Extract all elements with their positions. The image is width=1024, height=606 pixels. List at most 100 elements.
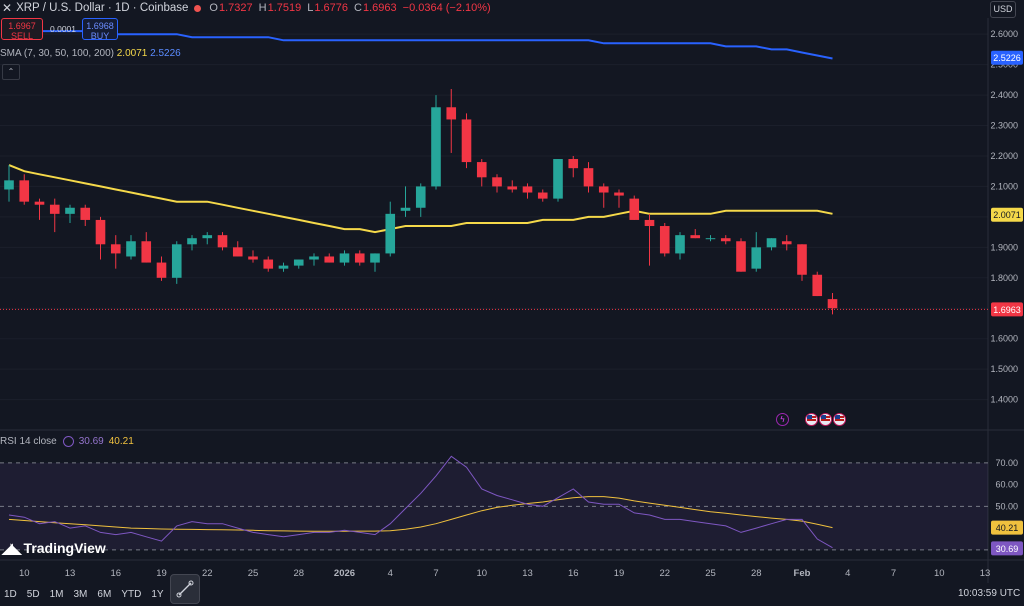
candle-body bbox=[202, 235, 213, 239]
symbol-title[interactable]: XRP / U.S. Dollar · 1D · Coinbase bbox=[16, 2, 189, 14]
price-tick-label: 1.6000 bbox=[990, 334, 1018, 344]
candle-body bbox=[476, 162, 487, 178]
spread-value: 0.0001 bbox=[50, 24, 76, 34]
ohlc-close-label: C bbox=[354, 2, 362, 14]
candle bbox=[4, 165, 14, 202]
candle-body bbox=[568, 159, 579, 169]
sma-long-price-label: 2.5226 bbox=[993, 53, 1021, 63]
rsi-tick-label: 50.00 bbox=[995, 501, 1018, 511]
lightning-event-icon[interactable]: ϟ bbox=[776, 413, 789, 426]
time-tick-label: 10 bbox=[19, 568, 30, 579]
timeframe-3m[interactable]: 3M bbox=[73, 588, 88, 600]
candle bbox=[65, 204, 75, 223]
sell-button[interactable]: 1.6967 SELL bbox=[1, 18, 43, 41]
candle-body bbox=[431, 107, 441, 187]
time-tick-label: 2026 bbox=[334, 568, 355, 579]
candle-body bbox=[354, 253, 365, 263]
us-flag-event-icon[interactable] bbox=[819, 413, 832, 426]
candle-body bbox=[80, 207, 91, 220]
close-icon[interactable]: ✕ bbox=[2, 1, 13, 15]
sma-long-price-label-bg bbox=[991, 50, 1023, 65]
candle bbox=[446, 88, 457, 153]
tradingview-logo-text: TradingView bbox=[23, 540, 106, 556]
candle bbox=[34, 198, 45, 220]
time-tick-label: 28 bbox=[293, 568, 304, 579]
sma-short-price-label-bg bbox=[991, 207, 1023, 222]
candle bbox=[568, 155, 579, 178]
rsi-legend[interactable]: RSI 14 close 30.69 40.21 bbox=[0, 436, 134, 447]
candle bbox=[431, 95, 441, 190]
timeframe-5d[interactable]: 5D bbox=[26, 588, 40, 600]
utc-clock[interactable]: 10:03:59 UTC bbox=[958, 588, 1021, 599]
price-tick-label: 1.8000 bbox=[990, 273, 1018, 283]
candle-body bbox=[537, 192, 548, 199]
currency-button[interactable]: USD bbox=[990, 1, 1016, 18]
candle bbox=[675, 232, 685, 260]
candle-body bbox=[766, 238, 777, 248]
candle bbox=[598, 183, 609, 208]
price-tick-label: 2.4000 bbox=[990, 90, 1018, 100]
drawing-tool-icon[interactable] bbox=[170, 574, 200, 604]
candle-body bbox=[415, 186, 426, 208]
collapse-chevron-icon[interactable]: ⌃ bbox=[2, 64, 20, 80]
candle bbox=[156, 256, 167, 281]
price-change: −0.0364 (−2.10%) bbox=[402, 2, 491, 14]
time-tick-label: 16 bbox=[110, 568, 121, 579]
rsi-settings-icon[interactable] bbox=[62, 436, 74, 447]
candle bbox=[537, 189, 548, 202]
candle-body bbox=[171, 244, 182, 278]
market-status-dot bbox=[194, 4, 202, 12]
candle-body bbox=[187, 238, 197, 245]
buy-label: BUY bbox=[90, 31, 110, 41]
timeframe-ytd[interactable]: YTD bbox=[121, 588, 142, 600]
candle-body bbox=[49, 204, 60, 214]
time-tick-label: 19 bbox=[614, 568, 625, 579]
timeframe-1d[interactable]: 1D bbox=[4, 588, 17, 600]
timeframe-1y[interactable]: 1Y bbox=[151, 588, 164, 600]
buy-button[interactable]: 1.6968 BUY bbox=[82, 18, 118, 41]
sma-legend-value-1: 2.0071 bbox=[116, 48, 148, 59]
sma-legend[interactable]: SMA (7, 30, 50, 100, 200) 2.0071 2.5226 bbox=[0, 48, 181, 59]
candle bbox=[629, 195, 640, 220]
candle bbox=[95, 216, 106, 260]
sell-label: SELL bbox=[10, 31, 34, 41]
candle bbox=[232, 241, 243, 257]
tradingview-logo-icon[interactable]: ◢◣ TradingView bbox=[2, 539, 106, 557]
candle-body bbox=[644, 219, 655, 227]
candle bbox=[812, 271, 823, 297]
candle bbox=[492, 174, 502, 193]
ohlc-close-value: 1.6963 bbox=[362, 2, 397, 14]
candle-body bbox=[263, 259, 274, 269]
price-tick-label: 2.3000 bbox=[990, 121, 1018, 131]
time-tick-label: 10 bbox=[934, 568, 945, 579]
time-tick-label: 10 bbox=[476, 568, 487, 579]
candle-body bbox=[19, 180, 30, 202]
rsi-value-label: 30.69 bbox=[996, 544, 1019, 554]
rsi-tick-label: 60.00 bbox=[995, 480, 1018, 490]
candle bbox=[705, 235, 716, 242]
us-flag-event-icon[interactable] bbox=[805, 413, 818, 426]
price-tick-label: 2.1000 bbox=[990, 181, 1018, 191]
rsi-ma-line bbox=[8, 496, 833, 532]
candle bbox=[126, 235, 136, 260]
candle bbox=[248, 250, 258, 263]
us-flag-event-icon[interactable] bbox=[833, 413, 846, 426]
timeframe-1m[interactable]: 1M bbox=[49, 588, 64, 600]
ohlc-low-value: 1.6776 bbox=[314, 2, 349, 14]
candle bbox=[781, 235, 792, 251]
time-tick-label: 13 bbox=[980, 568, 991, 579]
candle-body bbox=[156, 262, 167, 278]
sma-long-line bbox=[9, 27, 833, 60]
timeframe-6m[interactable]: 6M bbox=[97, 588, 112, 600]
candle bbox=[217, 232, 228, 251]
candle-body bbox=[522, 186, 533, 193]
sma-legend-value-2: 2.5226 bbox=[150, 48, 181, 59]
candle bbox=[171, 241, 182, 284]
rsi-tick-label: 70.00 bbox=[995, 458, 1018, 468]
candle bbox=[720, 235, 731, 245]
candle-body bbox=[705, 238, 716, 240]
candle bbox=[309, 253, 319, 266]
candle bbox=[476, 159, 487, 187]
candle bbox=[507, 180, 518, 193]
